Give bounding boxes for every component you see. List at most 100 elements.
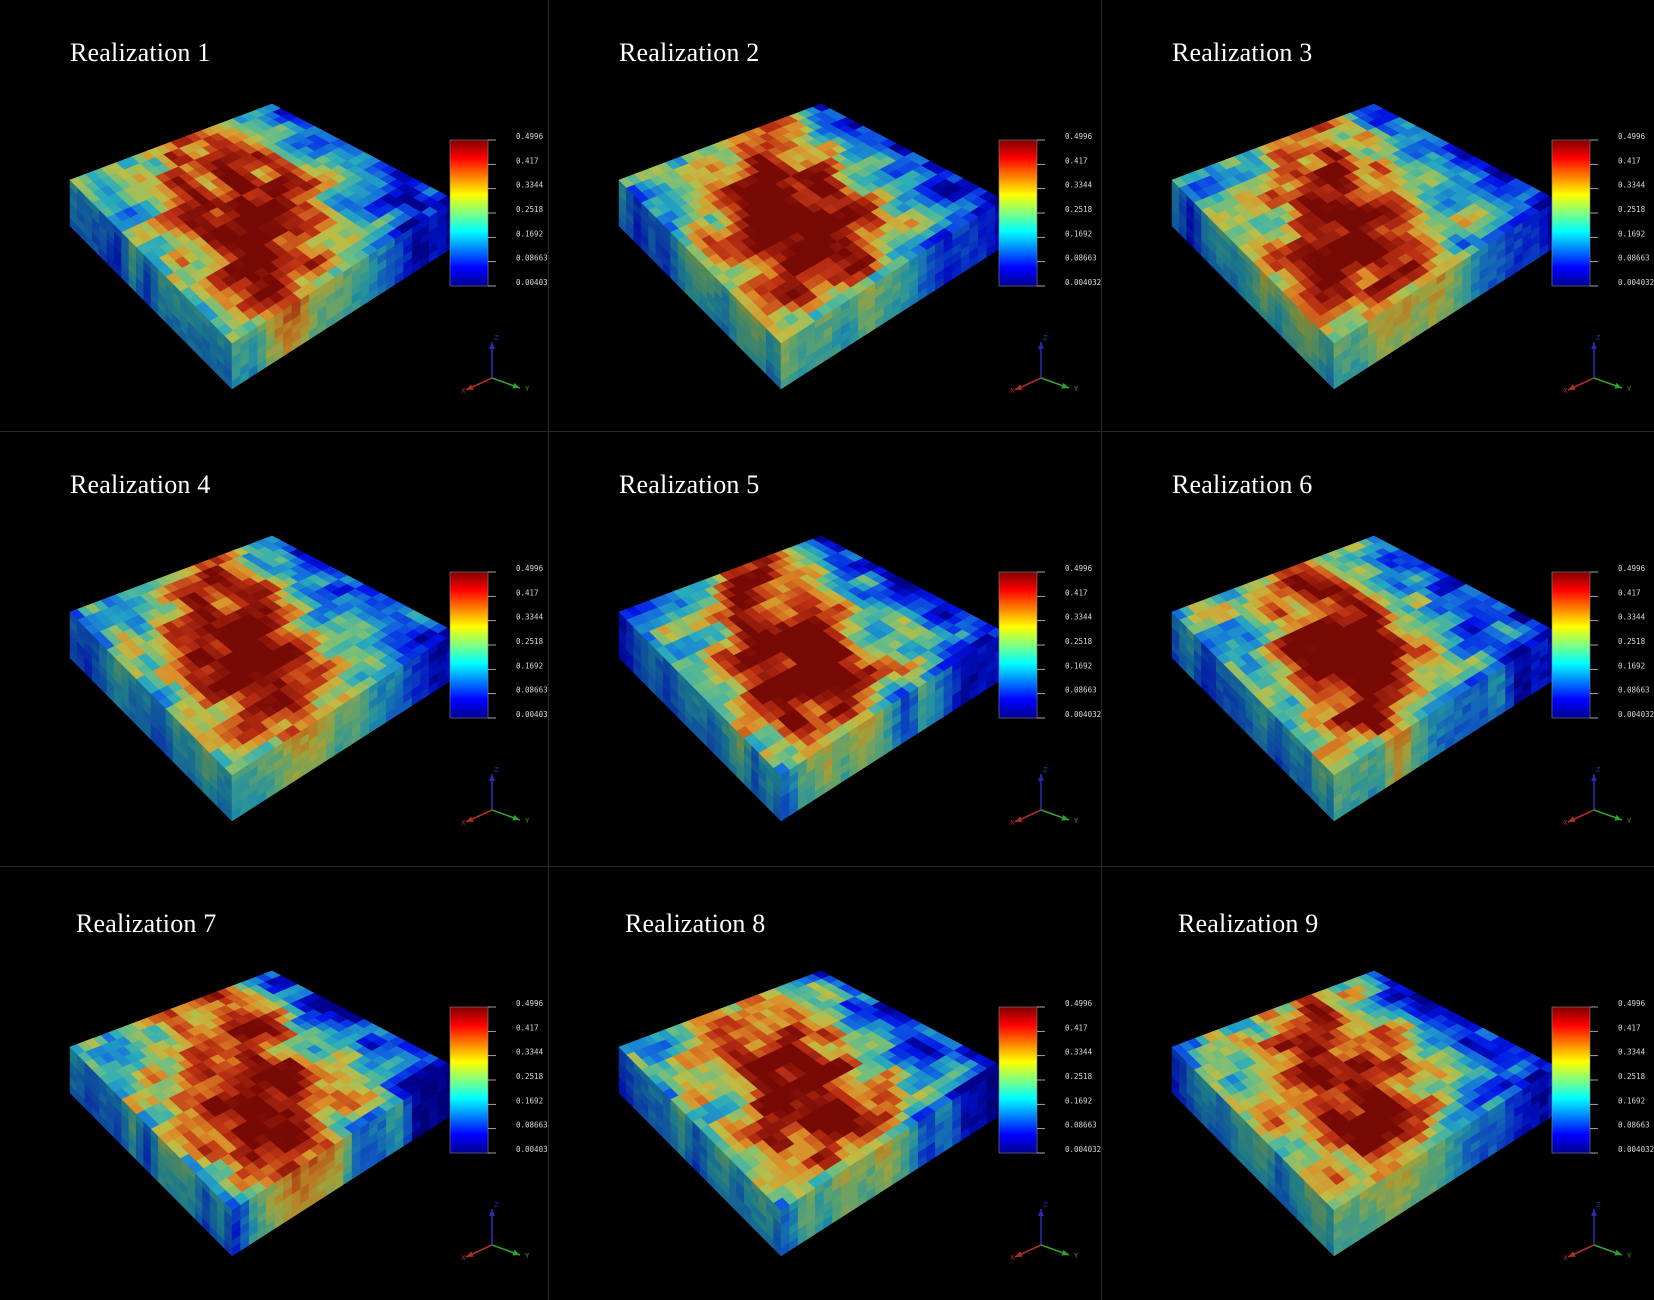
axes-triad-icon: Z X Y xyxy=(1563,1201,1632,1262)
colorbar: 0.4996 0.417 0.3344 0.2518 0.1692 0.08663 0.00… xyxy=(449,564,549,719)
y-axis-arrowhead xyxy=(1061,1249,1069,1256)
colorbar-tick-label: 0.417 xyxy=(1065,1023,1088,1032)
z-axis-arrowhead xyxy=(489,342,495,349)
colorbar-tick-label: 0.1692 xyxy=(1618,1096,1645,1105)
z-axis-arrowhead xyxy=(1591,342,1597,349)
realization-panel-9: 0.4996 0.417 0.3344 0.2518 0.1692 0.08663 0.00… xyxy=(1102,867,1654,1300)
colorbar: 0.4996 0.417 0.3344 0.2518 0.1692 0.08663 0.00… xyxy=(449,999,549,1154)
colorbar-tick-label: 0.004032 xyxy=(1618,1145,1654,1154)
colorbar-tick-label: 0.4996 xyxy=(1618,564,1646,573)
x-axis-label: X xyxy=(1010,819,1015,827)
realization-title: Realization 6 xyxy=(1172,470,1313,499)
colorbar-tick-label: 0.417 xyxy=(1618,156,1641,165)
realization-title: Realization 5 xyxy=(619,470,760,499)
colorbar: 0.4996 0.417 0.3344 0.2518 0.1692 0.08663 0.00… xyxy=(998,564,1101,719)
axes-triad-icon: Z X Y xyxy=(461,1201,530,1262)
colorbar-tick-label: 0.2518 xyxy=(1065,205,1093,214)
colorbar-tick-label: 0.3344 xyxy=(516,181,544,190)
colorbar-gradient xyxy=(449,571,489,719)
volume-block xyxy=(1171,535,1558,822)
x-axis-label: X xyxy=(461,1254,466,1262)
porosity-volume-render: 0.4996 0.417 0.3344 0.2518 0.1692 0.08663 0.00… xyxy=(1171,535,1654,827)
realization-title: Realization 2 xyxy=(619,38,760,67)
y-axis-arrowhead xyxy=(1061,814,1069,821)
realization-title: Realization 1 xyxy=(70,38,211,67)
x-axis-arrowhead xyxy=(1015,384,1023,390)
colorbar-tick-label: 0.1692 xyxy=(516,229,543,238)
colorbar-tick-label: 0.2518 xyxy=(516,637,544,646)
colorbar-tick-label: 0.08663 xyxy=(1618,686,1650,695)
z-axis-label: Z xyxy=(1596,766,1601,774)
realization-title: Realization 4 xyxy=(70,470,211,499)
colorbar-tick-label: 0.4996 xyxy=(1065,132,1093,141)
porosity-volume-render: 0.4996 0.417 0.3344 0.2518 0.1692 0.08663 0.00… xyxy=(69,535,549,827)
realization-panel-6: 0.4996 0.417 0.3344 0.2518 0.1692 0.08663 0.00… xyxy=(1102,432,1654,867)
volume-block xyxy=(618,535,1005,822)
colorbar: 0.4996 0.417 0.3344 0.2518 0.1692 0.08663 0.00… xyxy=(1551,564,1654,719)
colorbar-tick-label: 0.2518 xyxy=(1065,1072,1093,1081)
colorbar-tick-label: 0.3344 xyxy=(1618,181,1646,190)
realization-panel-3: 0.4996 0.417 0.3344 0.2518 0.1692 0.08663 0.00… xyxy=(1102,0,1654,432)
colorbar: 0.4996 0.417 0.3344 0.2518 0.1692 0.08663 0.00… xyxy=(1551,999,1654,1154)
volume-block xyxy=(618,103,1005,390)
colorbar-tick-label: 0.08663 xyxy=(1065,686,1097,695)
axes-triad-icon: Z X Y xyxy=(1563,766,1632,827)
colorbar-tick-label: 0.2518 xyxy=(1618,205,1646,214)
colorbar-tick-label: 0.004032 xyxy=(516,1145,549,1154)
x-axis-arrowhead xyxy=(1015,1251,1023,1257)
y-axis-label: Y xyxy=(524,817,530,825)
z-axis-arrowhead xyxy=(489,1209,495,1216)
colorbar-tick-label: 0.4996 xyxy=(516,132,544,141)
z-axis-arrowhead xyxy=(1591,774,1597,781)
y-axis-arrowhead xyxy=(1614,1249,1622,1256)
colorbar-tick-label: 0.4996 xyxy=(1618,999,1646,1008)
colorbar-tick-label: 0.08663 xyxy=(1618,1121,1650,1130)
colorbar-tick-label: 0.1692 xyxy=(1065,1096,1092,1105)
z-axis-arrowhead xyxy=(1591,1209,1597,1216)
x-axis-arrowhead xyxy=(1015,816,1023,822)
colorbar-tick-label: 0.4996 xyxy=(1065,999,1093,1008)
colorbar-tick-label: 0.4996 xyxy=(1065,564,1093,573)
x-axis-label: X xyxy=(1563,1254,1568,1262)
colorbar-tick-label: 0.004032 xyxy=(1618,278,1654,287)
z-axis-label: Z xyxy=(1043,1201,1048,1209)
colorbar-tick-label: 0.08663 xyxy=(516,686,548,695)
porosity-volume-render: 0.4996 0.417 0.3344 0.2518 0.1692 0.08663 0.00… xyxy=(1171,970,1654,1262)
z-axis-label: Z xyxy=(494,334,499,342)
y-axis-label: Y xyxy=(1073,817,1079,825)
colorbar-tick-label: 0.004032 xyxy=(1065,1145,1101,1154)
realization-title: Realization 8 xyxy=(625,909,766,938)
colorbar-tick-label: 0.417 xyxy=(516,588,539,597)
y-axis-label: Y xyxy=(1073,385,1079,393)
volume-block xyxy=(69,103,456,390)
colorbar: 0.4996 0.417 0.3344 0.2518 0.1692 0.08663 0.00… xyxy=(1551,132,1654,287)
porosity-volume-render: 0.4996 0.417 0.3344 0.2518 0.1692 0.08663 0.00… xyxy=(1171,103,1654,395)
x-axis-label: X xyxy=(1563,819,1568,827)
volume-block xyxy=(1171,103,1558,390)
x-axis-label: X xyxy=(461,819,466,827)
colorbar-tick-label: 0.08663 xyxy=(516,1121,548,1130)
realization-panel-8: 0.4996 0.417 0.3344 0.2518 0.1692 0.08663 0.00… xyxy=(549,867,1102,1300)
colorbar-gradient xyxy=(998,139,1038,287)
colorbar-gradient xyxy=(998,571,1038,719)
porosity-volume-render: 0.4996 0.417 0.3344 0.2518 0.1692 0.08663 0.00… xyxy=(69,970,549,1262)
colorbar-tick-label: 0.1692 xyxy=(1065,661,1092,670)
colorbar-tick-label: 0.08663 xyxy=(516,254,548,263)
colorbar-tick-label: 0.417 xyxy=(1618,588,1641,597)
porosity-volume-render: 0.4996 0.417 0.3344 0.2518 0.1692 0.08663 0.00… xyxy=(618,535,1101,827)
colorbar-tick-label: 0.08663 xyxy=(1618,254,1650,263)
colorbar-gradient xyxy=(449,1006,489,1154)
colorbar-tick-label: 0.417 xyxy=(516,1023,539,1032)
volume-block xyxy=(69,970,456,1257)
realization-title: Realization 7 xyxy=(76,909,217,938)
porosity-volume-render: 0.4996 0.417 0.3344 0.2518 0.1692 0.08663 0.00… xyxy=(618,103,1101,395)
colorbar-tick-label: 0.4996 xyxy=(516,564,544,573)
y-axis-arrowhead xyxy=(1614,382,1622,389)
colorbar-tick-label: 0.004032 xyxy=(516,710,549,719)
y-axis-arrowhead xyxy=(512,382,520,389)
y-axis-arrowhead xyxy=(1061,382,1069,389)
z-axis-label: Z xyxy=(494,766,499,774)
colorbar: 0.4996 0.417 0.3344 0.2518 0.1692 0.08663 0.00… xyxy=(998,999,1101,1154)
colorbar: 0.4996 0.417 0.3344 0.2518 0.1692 0.08663 0.00… xyxy=(998,132,1101,287)
colorbar-tick-label: 0.2518 xyxy=(1618,637,1646,646)
